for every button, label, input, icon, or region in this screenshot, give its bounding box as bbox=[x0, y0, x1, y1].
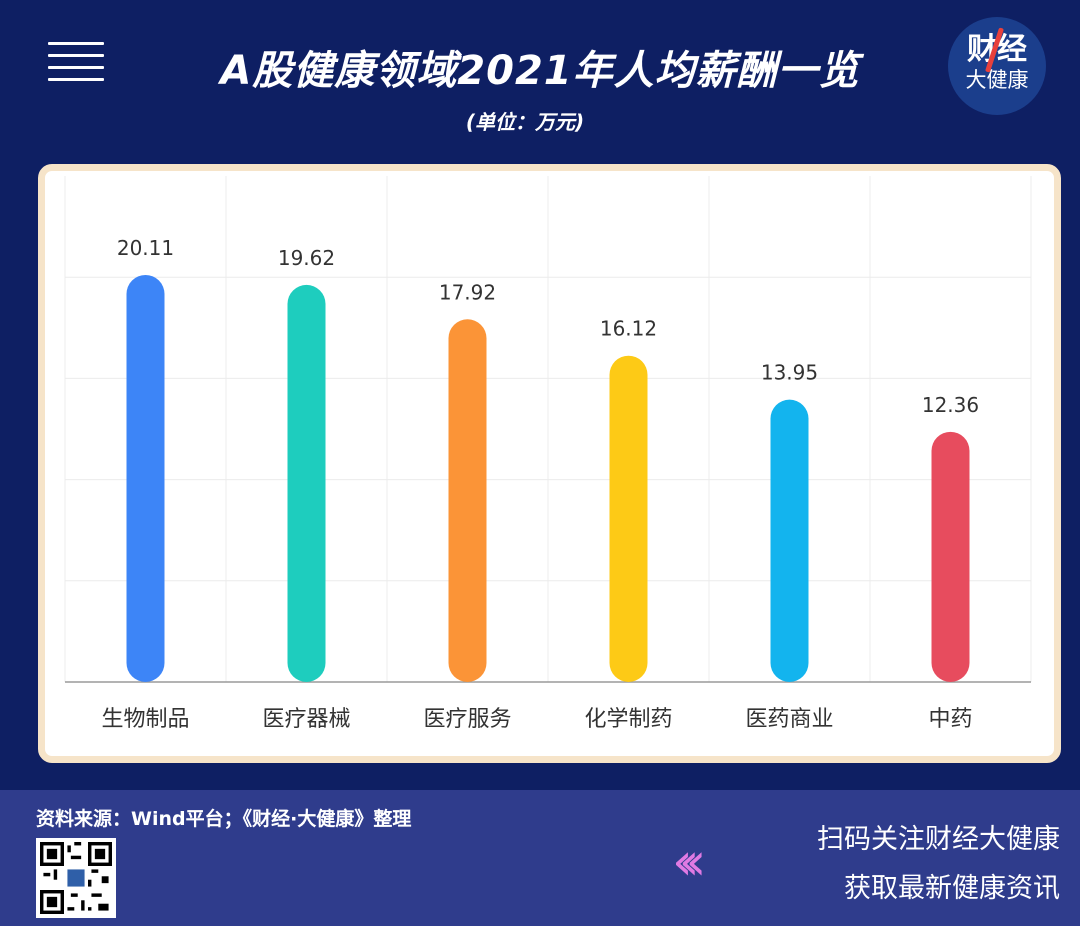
chevron-left-icon: ‹‹‹ bbox=[672, 832, 707, 892]
value-label-3: 17.92 bbox=[439, 280, 496, 304]
value-label-6: 12.36 bbox=[922, 393, 979, 417]
category-label-2: 医疗器械 bbox=[262, 707, 350, 732]
bar-4 bbox=[609, 355, 648, 682]
cta-line1: 扫码关注财经大健康 bbox=[817, 824, 1060, 855]
source-note: 资料来源：Wind平台；《财经·大健康》整理 bbox=[36, 808, 412, 830]
category-label-4: 化学制药 bbox=[584, 707, 672, 732]
value-label-2: 19.62 bbox=[278, 246, 335, 270]
category-label-6: 中药 bbox=[928, 707, 972, 732]
qr-code[interactable] bbox=[36, 838, 116, 918]
footer-bar bbox=[0, 790, 1080, 926]
qr-code-icon bbox=[40, 842, 112, 914]
bar-2 bbox=[287, 284, 326, 682]
category-label-3: 医疗服务 bbox=[423, 707, 511, 732]
chart-title: A股健康领域2021年人均薪酬一览 bbox=[220, 48, 860, 94]
bar-6 bbox=[931, 431, 970, 682]
value-label-1: 20.11 bbox=[117, 236, 174, 260]
unit-label: (单位：万元) bbox=[465, 110, 585, 134]
bar-chart: 20.11 生物制品 19.62 医疗器械 17.92 医疗服务 16.12 化学制药 13.9… bbox=[64, 176, 1032, 732]
bar-3 bbox=[448, 319, 487, 682]
logo-text-line2: 大健康 bbox=[965, 68, 1029, 92]
bar-5 bbox=[770, 399, 809, 682]
value-label-4: 16.12 bbox=[600, 317, 657, 341]
brand-logo: 财经 大健康 bbox=[948, 17, 1046, 115]
value-label-5: 13.95 bbox=[761, 361, 818, 385]
category-label-5: 医药商业 bbox=[745, 707, 833, 732]
category-label-1: 生物制品 bbox=[101, 707, 189, 732]
chart-card: 20.11 生物制品 19.62 医疗器械 17.92 医疗服务 16.12 化学制药 13.9… bbox=[38, 164, 1061, 763]
menu-icon[interactable] bbox=[48, 42, 104, 82]
bar-1 bbox=[126, 274, 165, 682]
cta-line2: 获取最新健康资讯 bbox=[844, 873, 1060, 904]
